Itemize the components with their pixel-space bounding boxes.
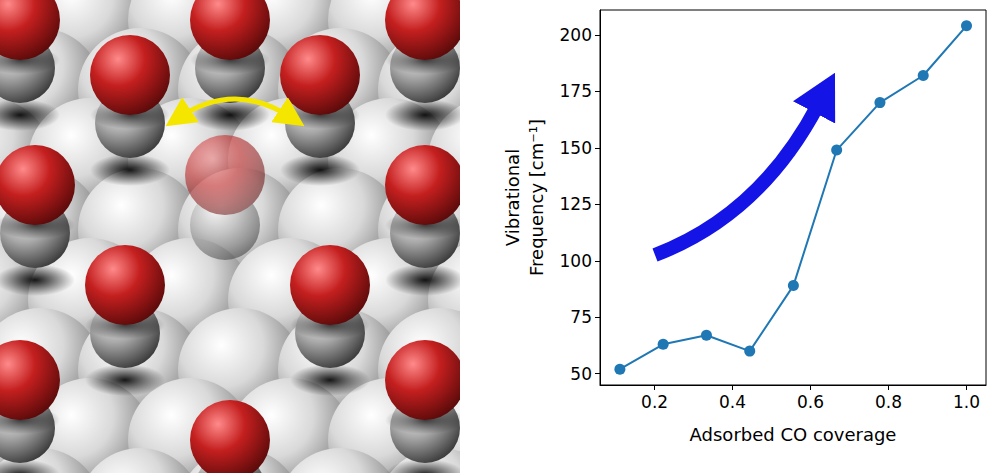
- svg-text:Frequency [cm⁻¹]: Frequency [cm⁻¹]: [526, 119, 547, 276]
- svg-text:75: 75: [570, 307, 592, 327]
- svg-text:Adsorbed CO coverage: Adsorbed CO coverage: [690, 424, 897, 445]
- svg-text:150: 150: [560, 138, 592, 158]
- svg-text:100: 100: [560, 251, 592, 271]
- svg-text:50: 50: [570, 364, 592, 384]
- svg-text:1.0: 1.0: [953, 392, 980, 412]
- svg-text:125: 125: [560, 194, 592, 214]
- svg-text:0.6: 0.6: [797, 392, 824, 412]
- svg-text:0.2: 0.2: [641, 392, 668, 412]
- svg-text:175: 175: [560, 81, 592, 101]
- svg-text:0.8: 0.8: [875, 392, 902, 412]
- svg-text:0.4: 0.4: [719, 392, 746, 412]
- svg-text:Vibrational: Vibrational: [502, 149, 523, 246]
- svg-text:200: 200: [560, 25, 592, 45]
